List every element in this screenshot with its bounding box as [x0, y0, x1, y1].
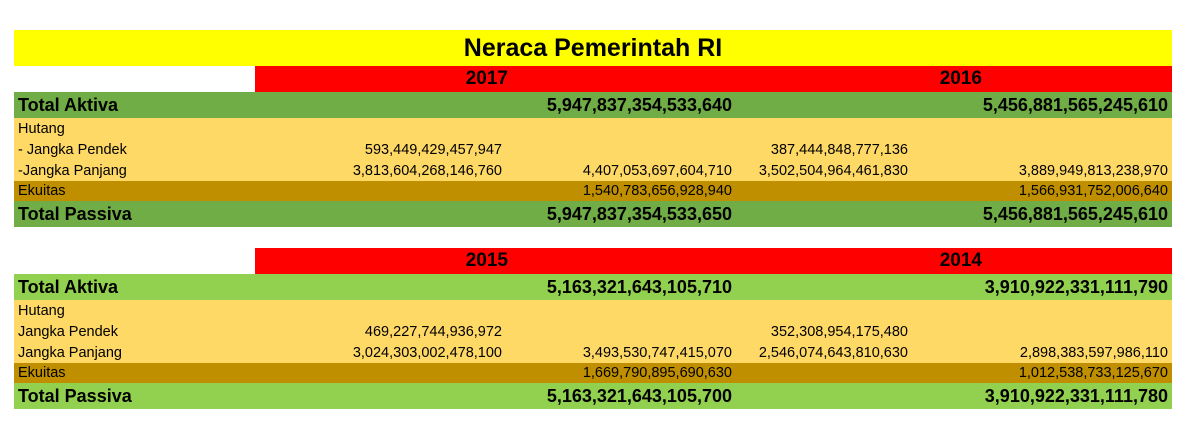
year-label-2014: 2014: [939, 250, 982, 271]
jangka-panjang-row-2: Jangka Panjang 3,024,303,002,478,100 3,4…: [14, 342, 1172, 363]
jangka-pendek-row-2: Jangka Pendek 469,227,744,936,972 352,30…: [14, 321, 1172, 342]
total-passiva-2014: 3,910,922,331,111,780: [984, 385, 1168, 406]
ekuitas-2015: 1,669,790,895,690,630: [582, 365, 732, 381]
year-label-2017: 2017: [465, 68, 508, 89]
hutang-row-1: Hutang: [14, 118, 1172, 139]
year-header-band: [255, 66, 1172, 92]
jangka-pendek-label: Jangka Pendek: [18, 323, 118, 340]
total-passiva-2017: 5,947,837,354,533,650: [546, 203, 732, 224]
year-header-row-1: 2017 2016: [14, 66, 1172, 92]
jangka-pendek-row-1: - Jangka Pendek 593,449,429,457,947 387,…: [14, 139, 1172, 160]
ekuitas-label: Ekuitas: [18, 183, 66, 199]
total-aktiva-2017: 5,947,837,354,533,640: [546, 94, 732, 115]
total-aktiva-row-1: Total Aktiva 5,947,837,354,533,640 5,456…: [14, 92, 1172, 118]
total-aktiva-label: Total Aktiva: [18, 276, 119, 297]
jangka-pendek-label: - Jangka Pendek: [18, 141, 127, 158]
total-aktiva-2014: 3,910,922,331,111,790: [984, 276, 1168, 297]
total-passiva-row-1: Total Passiva 5,947,837,354,533,650 5,45…: [14, 201, 1172, 227]
total-aktiva-label: Total Aktiva: [18, 94, 119, 115]
ekuitas-row-1: Ekuitas 1,540,783,656,928,940 1,566,931,…: [14, 181, 1172, 201]
balance-sheet: Neraca Pemerintah RI 2017 2016 Total Akt…: [14, 30, 1172, 409]
ekuitas-row-2: Ekuitas 1,669,790,895,690,630 1,012,538,…: [14, 363, 1172, 383]
hutang-label: Hutang: [18, 120, 65, 137]
total-aktiva-row-2: Total Aktiva 5,163,321,643,105,710 3,910…: [14, 274, 1172, 300]
year-label-2016: 2016: [939, 68, 982, 89]
jangka-pendek-2014: 352,308,954,175,480: [770, 323, 908, 340]
hutang-total-2014: 2,898,383,597,986,110: [1019, 344, 1168, 361]
total-passiva-label: Total Passiva: [18, 203, 132, 224]
jangka-panjang-2016: 3,502,504,964,461,830: [758, 162, 908, 179]
total-passiva-row-2: Total Passiva 5,163,321,643,105,700 3,91…: [14, 383, 1172, 409]
year-header-row-2: 2015 2014: [14, 248, 1172, 274]
jangka-panjang-label: -Jangka Panjang: [18, 162, 127, 179]
total-aktiva-2015: 5,163,321,643,105,710: [546, 276, 732, 297]
jangka-pendek-2016: 387,444,848,777,136: [770, 141, 908, 158]
ekuitas-2016: 1,566,931,752,006,640: [1018, 183, 1168, 199]
sheet-title-row: Neraca Pemerintah RI: [14, 30, 1172, 66]
jangka-panjang-2015: 3,024,303,002,478,100: [352, 344, 502, 361]
jangka-pendek-2017: 593,449,429,457,947: [364, 141, 502, 158]
ekuitas-2017: 1,540,783,656,928,940: [582, 183, 732, 199]
jangka-panjang-2017: 3,813,604,268,146,760: [352, 162, 502, 179]
block-spacer: [14, 227, 1172, 248]
hutang-label: Hutang: [18, 302, 65, 319]
total-aktiva-2016: 5,456,881,565,245,610: [982, 94, 1168, 115]
year-label-2015: 2015: [465, 250, 508, 271]
sheet-title: Neraca Pemerintah RI: [463, 33, 723, 62]
ekuitas-2014: 1,012,538,733,125,670: [1018, 365, 1168, 381]
jangka-pendek-2015: 469,227,744,936,972: [364, 323, 502, 340]
jangka-panjang-2014: 2,546,074,643,810,630: [758, 344, 908, 361]
jangka-panjang-label: Jangka Panjang: [18, 344, 122, 361]
year-header-band: [255, 248, 1172, 274]
total-passiva-2016: 5,456,881,565,245,610: [982, 203, 1168, 224]
hutang-total-2017: 4,407,053,697,604,710: [582, 162, 732, 179]
total-passiva-label: Total Passiva: [18, 385, 132, 406]
total-passiva-2015: 5,163,321,643,105,700: [546, 385, 732, 406]
jangka-panjang-row-1: -Jangka Panjang 3,813,604,268,146,760 4,…: [14, 160, 1172, 181]
ekuitas-label: Ekuitas: [18, 365, 66, 381]
hutang-total-2016: 3,889,949,813,238,970: [1018, 162, 1168, 179]
hutang-total-2015: 3,493,530,747,415,070: [582, 344, 732, 361]
hutang-row-2: Hutang: [14, 300, 1172, 321]
